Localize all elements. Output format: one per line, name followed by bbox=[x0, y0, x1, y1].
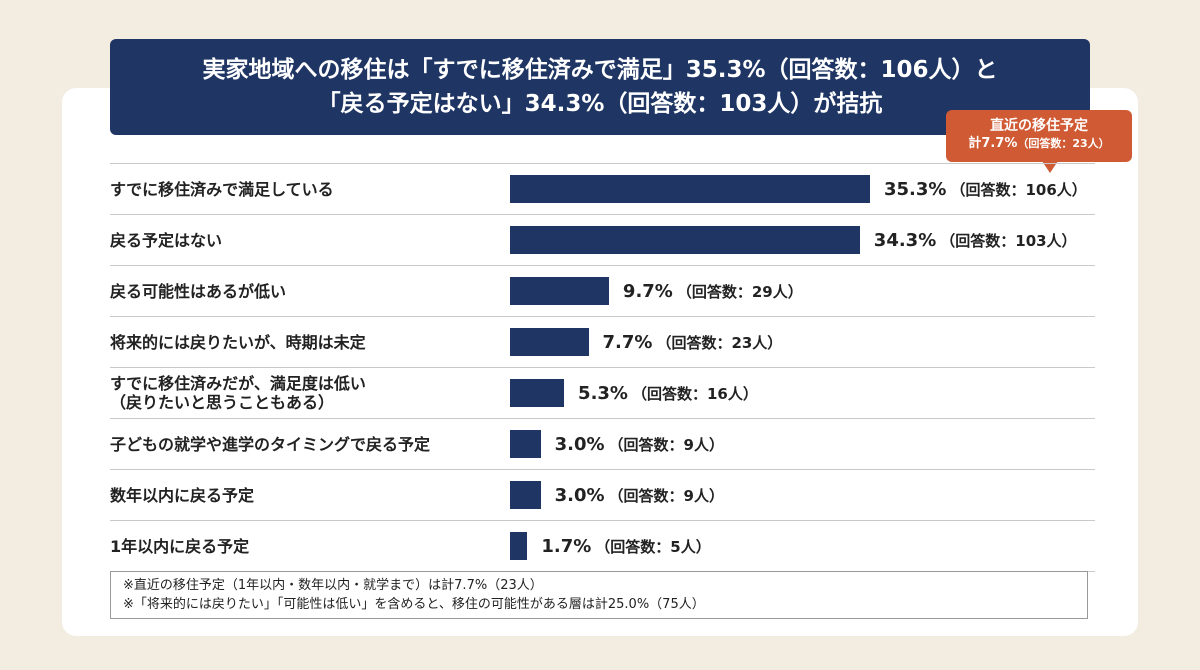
count-label: （回答数：29人） bbox=[676, 282, 803, 301]
bar bbox=[510, 226, 860, 254]
callout-line-1: 直近の移住予定 bbox=[990, 118, 1088, 134]
callout-pointer bbox=[1042, 161, 1058, 173]
bar bbox=[510, 481, 541, 509]
chart-row: 子どもの就学や進学のタイミングで戻る予定 3.0% （回答数：9人） bbox=[110, 419, 1095, 470]
bar bbox=[510, 277, 609, 305]
bar bbox=[510, 532, 528, 560]
chart-row: 戻る予定はない 34.3% （回答数：103人） bbox=[110, 215, 1095, 266]
percent-label: 5.3% bbox=[578, 382, 628, 404]
title-line-1: 実家地域への移住は「すでに移住済みで満足」35.3%（回答数：106人）と bbox=[202, 57, 998, 83]
bar bbox=[510, 379, 565, 407]
bar bbox=[510, 430, 541, 458]
category-label: 戻る可能性はあるが低い bbox=[110, 281, 287, 301]
data-label: 5.3% （回答数：16人） bbox=[578, 368, 758, 418]
footnote-2: ※「将来的には戻りたい」「可能性は低い」を含めると、移住の可能性がある層は計25… bbox=[123, 597, 705, 612]
recent-move-callout: 直近の移住予定 計7.7%（回答数：23人） bbox=[946, 110, 1132, 173]
chart-row: 戻る可能性はあるが低い 9.7% （回答数：29人） bbox=[110, 266, 1095, 317]
data-label: 1.7% （回答数：5人） bbox=[541, 521, 710, 571]
data-label: 3.0% （回答数：9人） bbox=[555, 419, 724, 469]
data-label: 34.3% （回答数：103人） bbox=[874, 215, 1077, 265]
chart-title: 実家地域への移住は「すでに移住済みで満足」35.3%（回答数：106人）と 「戻… bbox=[110, 39, 1090, 135]
percent-label: 7.7% bbox=[602, 331, 653, 353]
chart-row: すでに移住済みだが、満足度は低い （戻りたいと思うこともある） 5.3% （回答数：… bbox=[110, 368, 1095, 419]
callout-count: （回答数：23人） bbox=[1017, 137, 1110, 150]
percent-label: 34.3% bbox=[873, 229, 937, 251]
count-label: （回答数：5人） bbox=[595, 537, 711, 556]
bar-chart: すでに移住済みで満足している 35.3% （回答数：106人） 戻る予定はない 34.3… bbox=[110, 163, 1095, 572]
percent-label: 35.3% bbox=[884, 178, 947, 200]
chart-row: 将来的には戻りたいが、時期は未定 7.7% （回答数：23人） bbox=[110, 317, 1095, 368]
count-label: （回答数：16人） bbox=[631, 384, 758, 403]
data-label: 3.0% （回答数：9人） bbox=[555, 470, 724, 520]
category-label: 1年以内に戻る予定 bbox=[110, 536, 250, 556]
percent-label: 3.0% bbox=[554, 484, 605, 506]
chart-row: 1年以内に戻る予定 1.7% （回答数：5人） bbox=[110, 521, 1095, 572]
data-label: 35.3% （回答数：106人） bbox=[884, 164, 1087, 214]
count-label: （回答数：23人） bbox=[656, 333, 783, 352]
percent-label: 1.7% bbox=[541, 535, 592, 557]
category-label: 数年以内に戻る予定 bbox=[110, 485, 255, 505]
title-line-2: 「戻る予定はない」34.3%（回答数：103人）が拮抗 bbox=[317, 91, 883, 117]
callout-line-2: 計7.7%（回答数：23人） bbox=[946, 135, 1132, 153]
chart-row: 数年以内に戻る予定 3.0% （回答数：9人） bbox=[110, 470, 1095, 521]
data-label: 7.7% （回答数：23人） bbox=[603, 317, 783, 367]
percent-label: 9.7% bbox=[622, 280, 673, 302]
category-label: 子どもの就学や進学のタイミングで戻る予定 bbox=[110, 434, 431, 454]
count-label: （回答数：9人） bbox=[608, 486, 724, 505]
bar bbox=[510, 175, 870, 203]
count-label: （回答数：106人） bbox=[950, 180, 1087, 199]
category-label: すでに移住済みだが、満足度は低い （戻りたいと思うこともある） bbox=[110, 374, 366, 412]
count-label: （回答数：103人） bbox=[940, 231, 1077, 250]
category-label: 将来的には戻りたいが、時期は未定 bbox=[110, 332, 366, 352]
footnote-1: ※直近の移住予定（1年以内・数年以内・就学まで）は計7.7%（23人） bbox=[123, 578, 543, 593]
percent-label: 3.0% bbox=[554, 433, 605, 455]
bar bbox=[510, 328, 589, 356]
footnotes: ※直近の移住予定（1年以内・数年以内・就学まで）は計7.7%（23人） ※「将来… bbox=[110, 571, 1088, 619]
count-label: （回答数：9人） bbox=[608, 435, 724, 454]
category-label: 戻る予定はない bbox=[110, 230, 223, 250]
chart-row: すでに移住済みで満足している 35.3% （回答数：106人） bbox=[110, 163, 1095, 215]
data-label: 9.7% （回答数：29人） bbox=[623, 266, 803, 316]
category-label: すでに移住済みで満足している bbox=[110, 179, 334, 199]
callout-total: 計7.7% bbox=[968, 136, 1018, 151]
